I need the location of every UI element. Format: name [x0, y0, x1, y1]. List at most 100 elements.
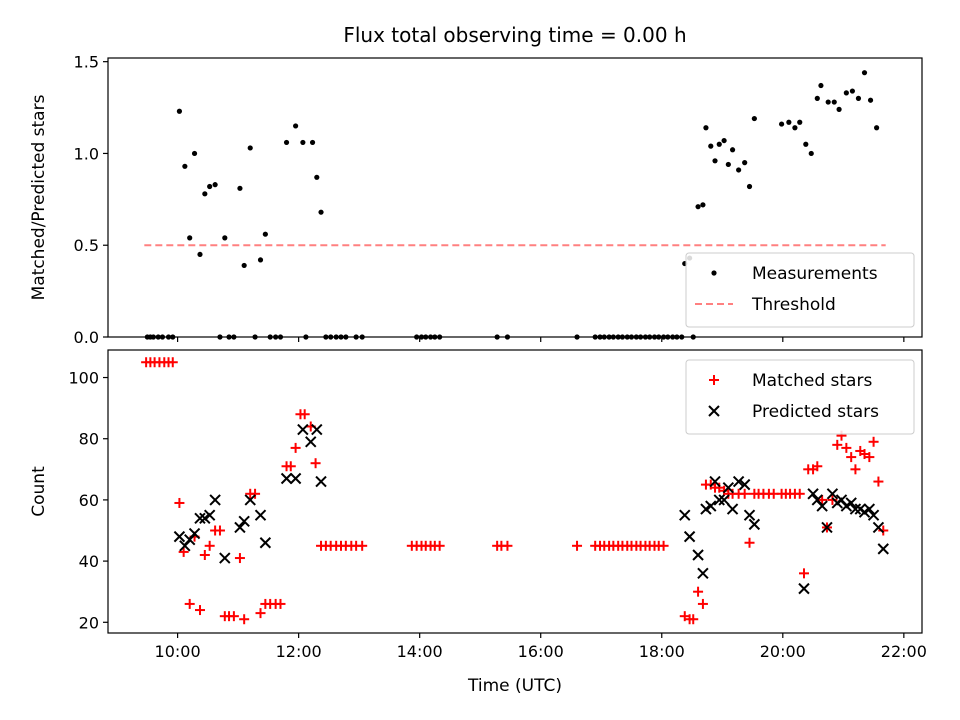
predicted-x-b: [679, 509, 691, 521]
x-tick-label: 10:00: [155, 642, 201, 661]
predicted-star-point: [289, 472, 302, 485]
measurement-point: [314, 174, 320, 180]
matched-star-point: [255, 608, 266, 619]
predicted-x-b: [732, 475, 745, 488]
predicted-x-b: [203, 509, 216, 521]
predicted-x-b: [845, 497, 857, 509]
measurement-point: [247, 145, 253, 151]
measurement-point: [283, 139, 290, 146]
matched-star-point: [285, 461, 296, 472]
predicted-star-point: [722, 481, 735, 494]
predicted-x-b: [697, 567, 709, 580]
measurement-point: [721, 137, 727, 144]
predicted-star-point: [697, 567, 709, 580]
measurement-point: [212, 182, 218, 188]
legend-label: Predicted stars: [752, 402, 879, 422]
matched-star-point: [817, 494, 828, 505]
predicted-star-point: [738, 478, 751, 491]
measurement-point: [825, 99, 831, 105]
predicted-x-b: [244, 494, 256, 506]
predicted-star-point: [816, 500, 828, 512]
predicted-star-point: [732, 475, 745, 488]
measurement-point: [716, 141, 722, 147]
predicted-x-b: [738, 478, 751, 491]
predicted-x-b: [311, 423, 323, 436]
measurement-point: [191, 150, 198, 157]
y-tick-label: 40: [79, 552, 99, 571]
predicted-x-b: [234, 521, 246, 534]
matched-star-point: [864, 452, 875, 463]
legend-x-icon: [708, 405, 720, 417]
predicted-star-point: [188, 527, 201, 540]
predicted-x-b: [238, 515, 250, 528]
x-tick-label: 22:00: [881, 642, 927, 661]
predicted-x-b: [315, 475, 327, 488]
predicted-x-b: [219, 552, 231, 564]
top-panel: 0.0 0.5 1.0 1.5 Matched/Predicted stars Measu…: [29, 53, 923, 347]
predicted-star-point: [807, 488, 819, 500]
predicted-star-point: [849, 503, 862, 515]
measurement-point: [729, 147, 736, 153]
measurement-point: [786, 119, 792, 125]
predicted-star-point: [705, 500, 717, 512]
predicted-x-b: [289, 472, 302, 485]
measurement-point: [703, 125, 709, 131]
x-tick-label: 16:00: [518, 642, 564, 661]
legend-dot-icon: [711, 270, 717, 276]
matched-star-point: [873, 476, 884, 487]
predicted-star-point: [259, 537, 272, 549]
measurement-point: [695, 204, 701, 210]
y-tick-label: 1.0: [74, 144, 99, 163]
predicted-x-b: [726, 503, 739, 515]
matched-star-point: [239, 614, 250, 625]
matched-star-point: [688, 614, 699, 625]
predicted-star-point: [821, 521, 833, 534]
measurement-point: [725, 161, 731, 168]
predicted-x-b: [297, 423, 309, 436]
predicted-x-b: [280, 472, 293, 485]
measurement-point: [736, 167, 742, 173]
measurement-point: [241, 262, 247, 269]
predicted-x-b: [254, 509, 267, 521]
matched-star-point: [744, 537, 755, 548]
predicted-star-point: [713, 494, 725, 506]
predicted-x-b: [811, 494, 824, 506]
predicted-star-point: [280, 472, 293, 485]
matched-star-point: [812, 461, 823, 472]
matched-star-point: [794, 488, 805, 499]
predicted-x-b: [188, 527, 201, 540]
matched-star-point: [234, 553, 245, 564]
predicted-star-point: [305, 436, 317, 448]
predicted-star-point: [234, 521, 246, 534]
legend-label: Matched stars: [752, 371, 872, 391]
predicted-x-b: [835, 494, 848, 506]
y-tick-label: 1.5: [74, 53, 99, 72]
predicted-star-point: [244, 494, 256, 506]
matched-star-point: [572, 540, 583, 551]
predicted-x-b: [826, 488, 839, 500]
measurement-point: [814, 95, 820, 101]
predicted-x-b: [872, 521, 885, 534]
y-tick-label: 100: [68, 369, 99, 388]
predicted-star-point: [845, 497, 857, 509]
predicted-x-b: [209, 494, 221, 506]
predicted-x-b: [718, 494, 730, 506]
x-tick-label: 18:00: [639, 642, 685, 661]
matched-star-point: [832, 439, 843, 450]
matched-star-point: [214, 525, 225, 536]
matched-star-point: [827, 494, 838, 505]
measurement-point: [778, 121, 785, 127]
measurement-point: [237, 185, 243, 191]
predicted-star-point: [726, 503, 739, 515]
predicted-star-point: [254, 509, 267, 521]
y-tick-label: 0.5: [74, 236, 99, 255]
predicted-x-b: [709, 475, 721, 488]
predicted-x-b: [798, 582, 810, 595]
matched-star-point: [299, 409, 310, 420]
matched-star-point: [434, 540, 445, 551]
legend-label: Measurements: [752, 264, 878, 284]
predicted-x-b: [705, 500, 717, 512]
top-axes-frame: [107, 57, 923, 338]
measurement-point: [187, 235, 193, 241]
